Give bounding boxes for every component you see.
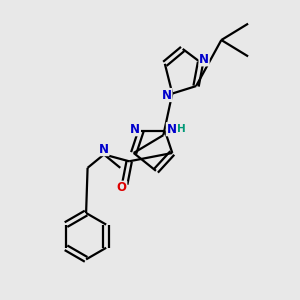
Text: N: N (130, 123, 140, 136)
Text: N: N (99, 142, 109, 156)
Text: H: H (177, 124, 186, 134)
Text: N: N (167, 123, 176, 136)
Text: N: N (162, 88, 172, 101)
Text: O: O (117, 181, 127, 194)
Text: N: N (199, 53, 209, 66)
